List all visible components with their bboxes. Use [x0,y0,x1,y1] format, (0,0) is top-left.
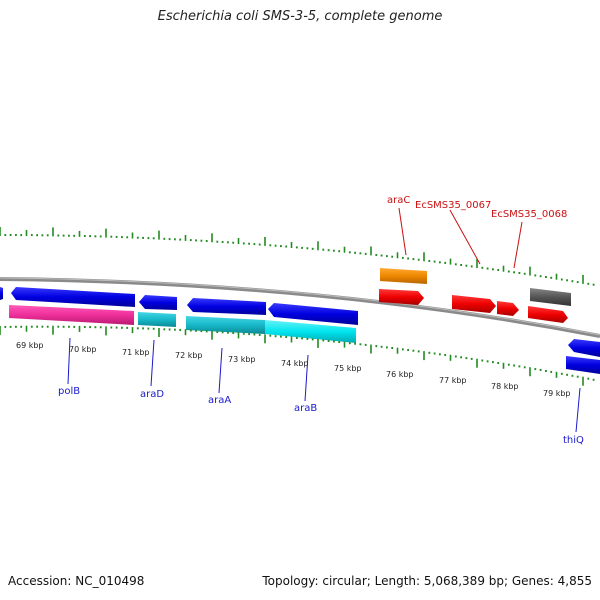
gene-arrow-araB [268,303,358,325]
leader-polB [67,337,71,385]
gene-EcSMS35_0068-red [528,306,568,323]
gene-arrow-polB [11,287,135,307]
gene-EcSMS35_0068-gray [530,288,571,306]
gene-label-araB: araB [294,403,317,414]
kbp-label: 76 kbp [386,370,414,379]
accession-text: Accession: NC_010498 [8,574,145,588]
page-title: Escherichia coli SMS-3-5, complete genom… [157,9,443,24]
leader-araD [150,339,155,387]
genome-backbone-highlight [0,277,600,336]
kbp-label: 70 kbp [69,345,97,354]
kbp-label: 74 kbp [281,359,309,368]
kbp-label: 69 kbp [16,341,44,350]
inner-tick-ruler [0,325,595,386]
gene-araC-red [379,289,424,305]
kbp-label: 73 kbp [228,355,256,364]
gene-araC-orange [380,268,427,284]
leader-araA [218,347,223,394]
kbp-label: 75 kbp [334,364,362,373]
gene-label-araD: araD [140,389,164,400]
cds-araA [186,316,265,334]
gene-EcSMS35_0067-a [452,295,496,313]
kbp-labels: 69 kbp 70 kbp 71 kbp 72 kbp 73 kbp 74 kb… [16,341,571,398]
gene-arrow-left-edge [0,287,3,300]
cds-polB [9,305,134,325]
kbp-label: 77 kbp [439,376,467,385]
gene-arrow-araD [139,295,177,310]
gene-labels: polB araD araA araB thiQ araC EcSMS35_00… [58,195,584,446]
kbp-label: 78 kbp [491,382,519,391]
gene-EcSMS35_0067-b [497,301,519,316]
gene-label-EcSMS35_0068: EcSMS35_0068 [491,209,567,220]
gene-label-araA: araA [208,395,231,406]
gene-leaders [67,207,581,433]
kbp-label: 72 kbp [175,351,203,360]
topology-text: Topology: circular; Length: 5,068,389 bp… [262,574,592,588]
leader-EcSMS35_0067 [449,209,481,265]
leader-EcSMS35_0068 [513,221,523,269]
cds-araB [265,320,356,343]
kbp-label: 71 kbp [122,348,150,357]
genome-backbone [0,277,600,338]
gene-label-thiQ: thiQ [563,435,584,446]
leader-araC [398,207,407,256]
outer-tick-ruler [0,227,595,286]
cds-araD [138,312,176,327]
gene-label-EcSMS35_0067: EcSMS35_0067 [415,200,491,211]
leader-thiQ [575,387,581,433]
gene-arrow-araA [187,298,266,315]
gene-arrow-thiQ-b [566,356,600,374]
leader-araB [304,354,309,402]
kbp-label: 79 kbp [543,389,571,398]
gene-label-araC: araC [387,195,410,206]
gene-label-polB: polB [58,386,80,397]
gene-arrow-thiQ-a [568,339,600,357]
